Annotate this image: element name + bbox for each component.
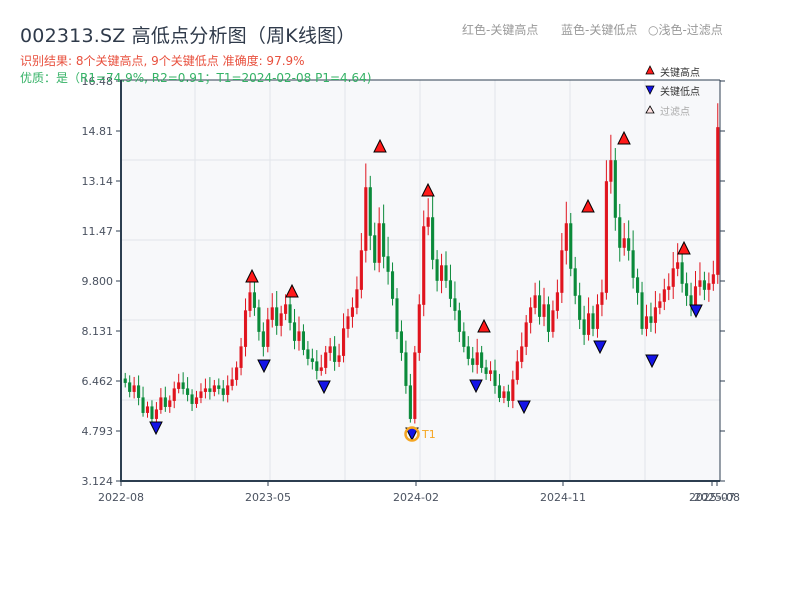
key-high-marker (285, 283, 299, 298)
key-high-marker (421, 182, 435, 197)
key-high-marker (617, 130, 631, 145)
header-legend-red: 红色-关键高点 (462, 23, 539, 37)
key-low-marker (517, 400, 531, 415)
x-tick-label: 2024-11 (540, 491, 586, 504)
key-low-legend-icon (645, 85, 655, 95)
candles (123, 103, 720, 426)
y-tick-label: 6.462 (82, 375, 114, 388)
y-tick-label: 11.47 (82, 225, 114, 238)
key-low-marker (593, 340, 607, 355)
key-low-marker (645, 354, 659, 369)
x-tick-label: 2025-07 (689, 491, 735, 504)
legend-key-high: 关键高点 (660, 66, 700, 79)
t1-ring-marker (404, 426, 420, 442)
key-high-marker (373, 138, 387, 153)
axes: 3.124 4.793 6.462 8.131 9.800 11.47 13.14 14.81… (82, 75, 740, 504)
key-point-markers: T1 (149, 130, 703, 442)
key-high-marker (677, 240, 691, 255)
x-tick-label: 2025-08 (694, 491, 740, 504)
key-high-marker (477, 318, 491, 333)
quality-summary-text: 优质：是（R1=74.9%, R2=0.91；T1=2024-02-08 P1=… (20, 71, 372, 85)
legend-filtered: 过滤点 (660, 105, 690, 118)
recognition-result-text: 识别结果: 8个关键高点, 9个关键低点 准确度: 97.9% (20, 54, 305, 68)
key-low-marker (689, 304, 703, 319)
key-low-marker (149, 421, 163, 436)
key-low-marker (317, 380, 331, 395)
filtered-point-legend-icon (645, 105, 655, 114)
y-tick-label: 9.800 (82, 275, 114, 288)
key-low-marker (469, 379, 483, 394)
key-low-marker (257, 359, 271, 374)
t1-label: T1 (421, 428, 436, 441)
x-tick-label: 2024-02 (393, 491, 439, 504)
key-high-legend-icon (645, 65, 655, 75)
y-tick-label: 8.131 (82, 325, 114, 338)
chart-title: 002313.SZ 高低点分析图（周K线图） (20, 25, 356, 47)
header-legend-light: ○浅色-过滤点 (648, 23, 723, 37)
chart-legend: 关键高点 关键低点 过滤点 (645, 65, 700, 118)
x-tick-label: 2023-05 (245, 491, 291, 504)
key-high-marker (245, 268, 259, 283)
y-tick-label: 4.793 (82, 425, 114, 438)
header-legend-blue: 蓝色-关键低点 (561, 23, 638, 37)
y-tick-label: 16.48 (82, 75, 114, 88)
y-tick-label: 13.14 (82, 175, 114, 188)
y-tick-label: 14.81 (82, 125, 114, 138)
y-tick-label: 3.124 (82, 475, 114, 488)
key-high-marker (581, 198, 595, 213)
x-tick-label: 2022-08 (98, 491, 144, 504)
legend-key-low: 关键低点 (660, 85, 700, 98)
